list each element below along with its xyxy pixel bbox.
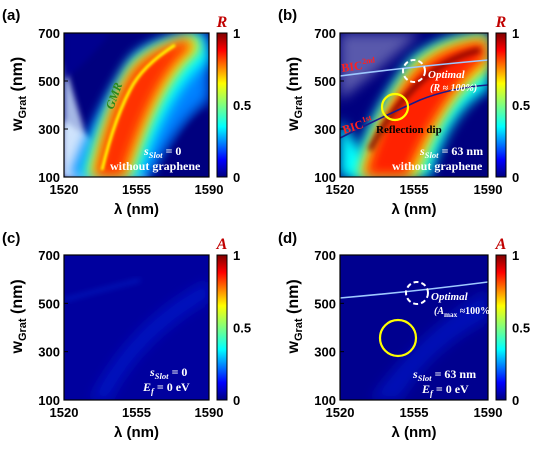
colorbar-tick-label: 1 (512, 26, 519, 41)
y-axis-label: wGrat (nm) (285, 279, 305, 354)
param-label: sSlot = 0 (149, 365, 187, 381)
optimal-value-label: (R ≈ 100%) (430, 83, 477, 94)
y-tick-label: 300 (38, 345, 60, 360)
colorbar-tick-label: 1 (233, 248, 240, 263)
panel-label: (c) (2, 230, 20, 247)
y-tick-label: 100 (314, 170, 336, 185)
x-tick-label: 1590 (474, 182, 503, 197)
panel-a (63, 32, 228, 178)
panel-c (63, 254, 228, 401)
x-axis-label: λ (nm) (114, 201, 159, 218)
colorbar-title: A (495, 236, 507, 253)
y-tick-label: 100 (314, 393, 336, 408)
plot-frame (339, 32, 489, 178)
condition-label: without graphene (110, 159, 201, 173)
x-tick-label: 1520 (50, 182, 79, 197)
colorbar-tick-label: 1 (233, 26, 240, 41)
colorbar (495, 32, 507, 178)
plot-frame (339, 254, 489, 401)
y-tick-label: 300 (314, 345, 336, 360)
colorbar (216, 254, 228, 401)
param-label: Ef = 0 eV (421, 382, 469, 398)
y-tick-label: 100 (38, 393, 60, 408)
y-axis-label: wGrat (nm) (9, 57, 29, 132)
panel-d (339, 254, 507, 401)
optimal-label: Optimal (428, 69, 466, 81)
colorbar-tick-label: 0 (233, 170, 240, 185)
colorbar-tick-label: 0 (512, 393, 519, 408)
x-tick-label: 1520 (326, 182, 355, 197)
y-axis-label: wGrat (nm) (9, 279, 29, 354)
colorbar-tick-label: 0.5 (512, 321, 530, 336)
y-tick-label: 700 (314, 248, 336, 263)
bic1-label: BIC1st (340, 113, 375, 137)
y-tick-label: 500 (38, 296, 60, 311)
y-tick-label: 500 (314, 296, 336, 311)
x-tick-label: 1590 (195, 405, 224, 420)
colorbar (495, 254, 507, 401)
y-tick-label: 300 (314, 122, 336, 137)
colorbar-tick-label: 0 (233, 393, 240, 408)
plot-frame (63, 32, 210, 178)
colorbar-title: R (216, 14, 228, 31)
y-tick-label: 300 (38, 122, 60, 137)
x-axis-label: λ (nm) (392, 201, 437, 218)
x-tick-label: 1520 (50, 405, 79, 420)
x-tick-label: 1520 (326, 405, 355, 420)
optimal-marker-circle (402, 59, 426, 83)
colorbar-tick-label: 0.5 (233, 98, 251, 113)
panel-label: (d) (278, 230, 297, 247)
colorbar-tick-label: 0.5 (233, 321, 251, 336)
y-tick-label: 700 (38, 26, 60, 41)
x-axis-label: λ (nm) (114, 424, 159, 441)
reflection-dip-circle (380, 92, 410, 122)
colorbar-tick-label: 1 (512, 248, 519, 263)
x-tick-label: 1555 (400, 182, 429, 197)
param-label: sSlot = 0 (143, 144, 181, 160)
absorption-circle (378, 318, 418, 358)
condition-label: without graphene (392, 159, 483, 173)
param-label: Ef = 0 eV (142, 380, 190, 396)
x-tick-label: 1590 (474, 405, 503, 420)
x-axis-label: λ (nm) (392, 424, 437, 441)
optimal-value-label: (Amax ≈100%) (434, 306, 494, 319)
panel-b (339, 32, 507, 178)
x-tick-label: 1590 (195, 182, 224, 197)
panel-label: (a) (2, 7, 20, 24)
x-tick-label: 1555 (122, 405, 151, 420)
param-label: sSlot = 63 nm (412, 367, 476, 383)
plot-frame (63, 254, 210, 401)
y-tick-label: 700 (38, 248, 60, 263)
colorbar-title: R (495, 14, 507, 31)
optimal-marker-circle (405, 281, 429, 305)
x-tick-label: 1555 (122, 182, 151, 197)
colorbar-tick-label: 0 (512, 170, 519, 185)
y-tick-label: 500 (314, 74, 336, 89)
colorbar (216, 32, 228, 178)
x-tick-label: 1555 (400, 405, 429, 420)
colorbar-tick-label: 0.5 (512, 98, 530, 113)
y-tick-label: 100 (38, 170, 60, 185)
param-label: sSlot = 63 nm (419, 144, 483, 160)
bic2-label: BIC2nd (340, 55, 377, 75)
optimal-label: Optimal (431, 291, 469, 303)
colorbar-title: A (216, 236, 228, 253)
panel-label: (b) (278, 7, 297, 24)
y-tick-label: 700 (314, 26, 336, 41)
y-tick-label: 500 (38, 74, 60, 89)
reflection-dip-label: Reflection dip (376, 124, 442, 136)
y-axis-label: wGrat (nm) (285, 57, 305, 132)
